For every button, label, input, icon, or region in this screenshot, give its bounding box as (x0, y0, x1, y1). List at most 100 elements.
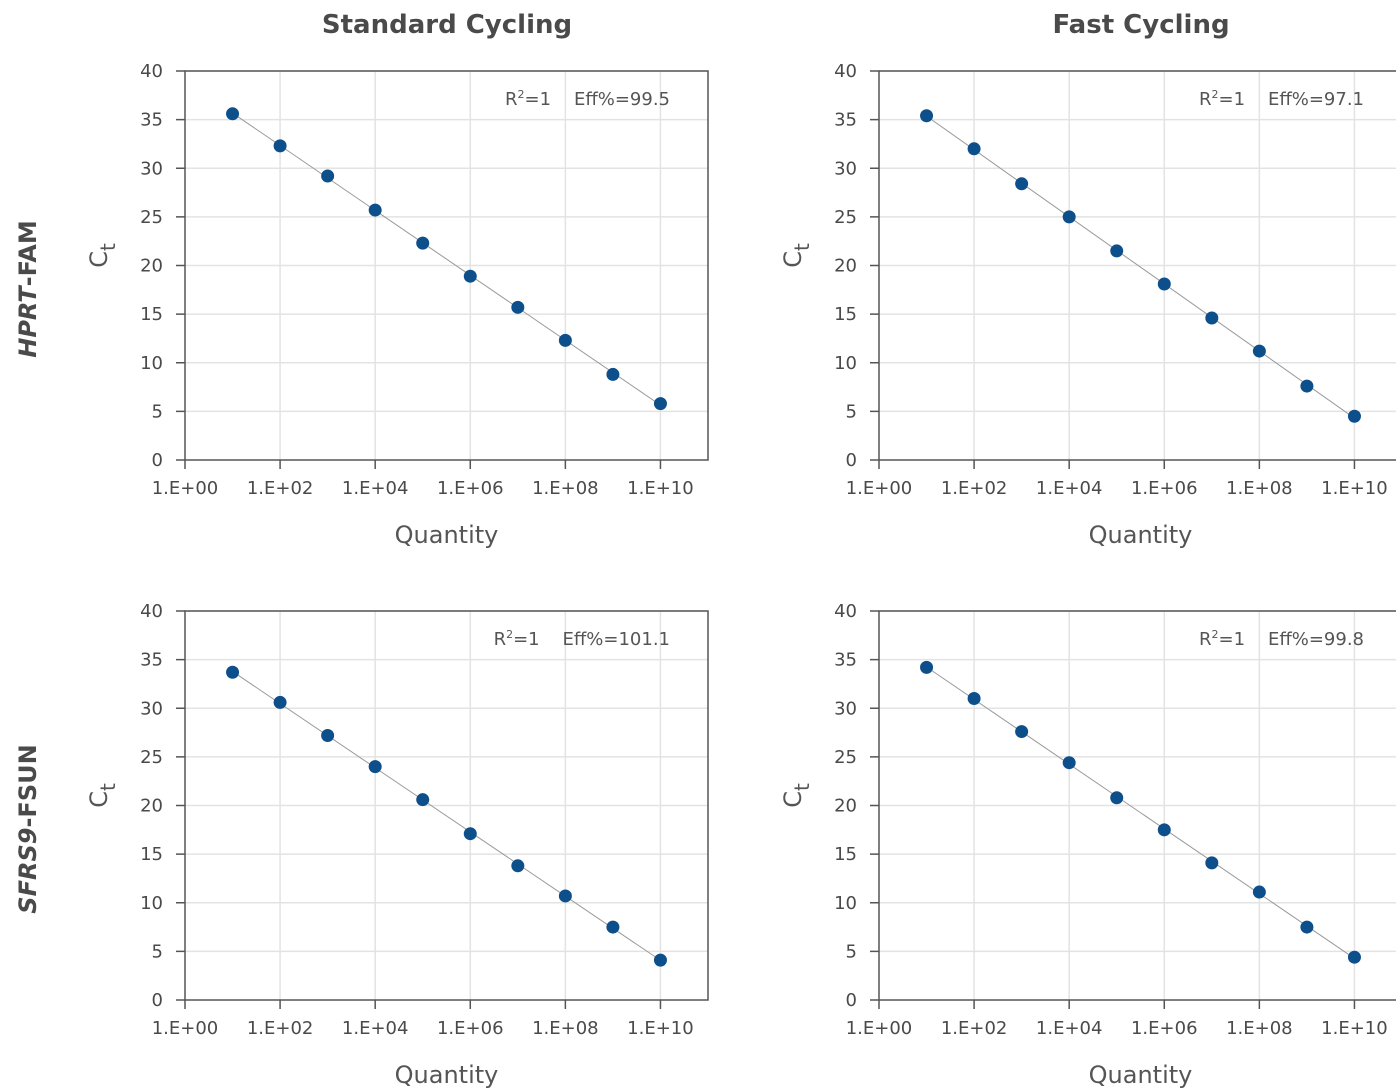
r2-label: R (1199, 89, 1212, 110)
x-tick-label: 1.E+06 (1131, 1018, 1198, 1039)
y-tick-label: 35 (834, 650, 857, 671)
y-tick-label: 20 (834, 796, 857, 817)
x-tick-label: 1.E+08 (1226, 478, 1293, 499)
data-point (1110, 244, 1124, 258)
data-point (321, 169, 335, 183)
data-point (1252, 885, 1266, 899)
x-tick-label: 1.E+08 (532, 1018, 599, 1039)
y-axis-title: Ct (85, 783, 120, 808)
trend-line (232, 112, 661, 406)
data-point (463, 269, 477, 283)
data-point (368, 203, 382, 217)
y-tick-label: 5 (152, 941, 163, 962)
x-tick-label: 1.E+10 (627, 1018, 694, 1039)
x-tick-label: 1.E+04 (342, 478, 409, 499)
y-tick-label: 10 (140, 893, 163, 914)
column-title-standard-cycling: Standard Cycling (321, 10, 573, 40)
y-tick-label: 25 (834, 747, 857, 768)
x-tick-label: 1.E+02 (941, 478, 1008, 499)
x-tick-label: 1.E+06 (437, 478, 504, 499)
trend-line (232, 671, 661, 961)
data-point (1015, 725, 1029, 739)
x-axis-title: Quantity (395, 1061, 499, 1089)
y-axis-title-subscript: t (790, 783, 814, 791)
fit-annotation: R2=1 Eff%=99.5 (505, 88, 670, 110)
r2-superscript: 2 (1212, 628, 1219, 641)
data-point (920, 109, 934, 123)
data-point (967, 692, 981, 706)
x-tick-label: 1.E+08 (532, 478, 599, 499)
data-point (226, 107, 240, 121)
x-axis-title: Quantity (1089, 1061, 1193, 1089)
y-tick-label: 15 (834, 304, 857, 325)
y-tick-label: 25 (140, 207, 163, 228)
y-axis-title-subscript: t (96, 243, 120, 251)
x-tick-label: 1.E+04 (1036, 1018, 1103, 1039)
x-axis-title: Quantity (395, 521, 499, 549)
y-tick-label: 40 (834, 601, 857, 622)
data-point (606, 367, 620, 381)
r2-superscript: 2 (1212, 88, 1219, 101)
y-tick-label: 35 (140, 110, 163, 131)
data-point (1062, 210, 1076, 224)
r2-label: R (505, 89, 518, 110)
data-point (416, 236, 430, 250)
data-point (1157, 277, 1171, 291)
fit-annotation: R2=1 Eff%=99.8 (1199, 628, 1364, 650)
data-point (920, 660, 934, 674)
x-tick-label: 1.E+02 (941, 1018, 1008, 1039)
fit-annotation: R2=1 Eff%=97.1 (1199, 88, 1364, 110)
x-axis-title: Quantity (1089, 521, 1193, 549)
y-tick-label: 0 (152, 990, 163, 1011)
y-axis-title: Ct (85, 243, 120, 268)
y-tick-label: 5 (846, 401, 857, 422)
x-tick-label: 1.E+04 (342, 1018, 409, 1039)
data-point (967, 142, 981, 156)
x-tick-label: 1.E+06 (437, 1018, 504, 1039)
y-tick-label: 40 (140, 61, 163, 82)
data-point (558, 333, 572, 347)
r2-eff-values: =1 Eff%=99.5 (525, 89, 670, 110)
data-point (1062, 756, 1076, 770)
data-point (416, 793, 430, 807)
data-point (273, 139, 287, 153)
column-title-fast-cycling: Fast Cycling (1052, 10, 1230, 40)
data-point (368, 760, 382, 774)
y-tick-label: 25 (140, 747, 163, 768)
y-axis-title-main: C (85, 251, 113, 268)
x-tick-label: 1.E+10 (1321, 478, 1388, 499)
y-tick-label: 0 (152, 450, 163, 471)
x-tick-label: 1.E+00 (152, 478, 219, 499)
data-point (1252, 344, 1266, 358)
y-tick-label: 20 (140, 256, 163, 277)
data-point (1347, 409, 1361, 423)
x-tick-label: 1.E+04 (1036, 478, 1103, 499)
data-point (511, 300, 525, 314)
y-tick-label: 35 (834, 110, 857, 131)
x-tick-label: 1.E+08 (1226, 1018, 1293, 1039)
data-point (653, 953, 667, 967)
data-point (511, 859, 525, 873)
y-tick-label: 35 (140, 650, 163, 671)
x-tick-label: 1.E+00 (152, 1018, 219, 1039)
y-tick-label: 15 (140, 844, 163, 865)
x-tick-label: 1.E+00 (846, 478, 913, 499)
fit-annotation: R2=1 Eff%=101.1 (494, 628, 670, 650)
data-point (226, 665, 240, 679)
trend-line (926, 115, 1355, 419)
y-tick-label: 0 (846, 990, 857, 1011)
y-axis-title-main: C (779, 791, 807, 808)
data-point (653, 397, 667, 411)
y-tick-label: 15 (834, 844, 857, 865)
y-axis-title-main: C (85, 791, 113, 808)
data-point (1015, 177, 1029, 191)
y-tick-label: 30 (834, 158, 857, 179)
y-tick-label: 30 (140, 698, 163, 719)
data-point (606, 920, 620, 934)
r2-label: R (494, 629, 507, 650)
y-axis-title-main: C (779, 251, 807, 268)
y-tick-label: 25 (834, 207, 857, 228)
trend-line (926, 666, 1355, 959)
data-point (558, 889, 572, 903)
